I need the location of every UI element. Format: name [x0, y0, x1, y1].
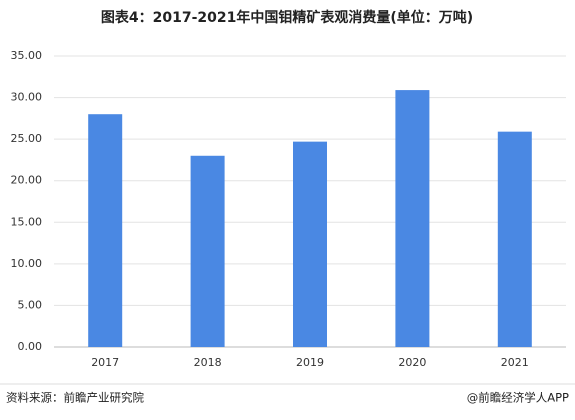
y-tick-label: 5.00 — [18, 298, 43, 311]
credit: @前瞻经济学人APP — [467, 391, 569, 405]
y-tick-label: 35.00 — [11, 49, 43, 62]
x-tick-label: 2021 — [501, 356, 529, 369]
bar — [497, 131, 532, 347]
bar — [190, 155, 225, 347]
x-tick-label: 2018 — [194, 356, 222, 369]
chart-title: 图表4：2017-2021年中国钼精矿表观消费量(单位：万吨) — [101, 9, 473, 26]
source-note: 资料来源：前瞻产业研究院 — [6, 391, 144, 405]
x-tick-label: 2020 — [398, 356, 426, 369]
y-tick-label: 20.00 — [11, 174, 43, 187]
y-tick-label: 0.00 — [18, 340, 43, 353]
bar — [88, 114, 123, 347]
y-tick-label: 10.00 — [11, 257, 43, 270]
y-tick-label: 25.00 — [11, 132, 43, 145]
y-tick-label: 30.00 — [11, 91, 43, 104]
bar — [395, 90, 430, 348]
x-tick-label: 2019 — [296, 356, 324, 369]
bar — [293, 141, 327, 347]
x-tick-label: 2017 — [91, 356, 119, 369]
y-tick-label: 15.00 — [11, 215, 43, 228]
